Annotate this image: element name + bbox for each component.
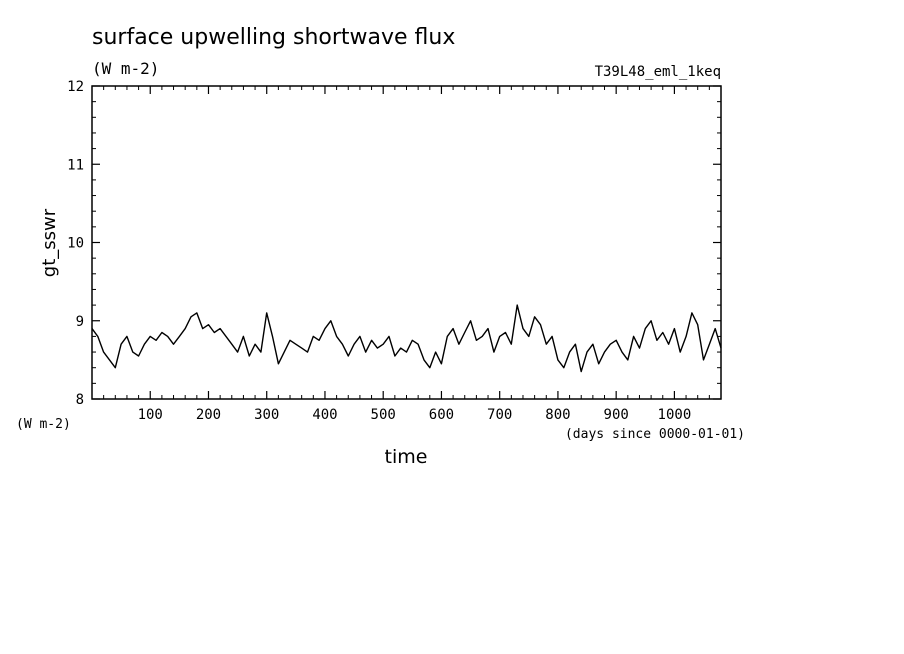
x-tick-label: 300 <box>254 407 279 423</box>
x-axis-label: time <box>385 446 428 468</box>
x-tick-label: 100 <box>138 407 163 423</box>
x-tick-label: 500 <box>371 407 396 423</box>
chart-title: surface upwelling shortwave flux <box>92 25 455 50</box>
x-tick-label: 600 <box>429 407 454 423</box>
y-tick-label: 11 <box>67 157 84 173</box>
x-tick-label: 700 <box>487 407 512 423</box>
x-axis-unit: (days since 0000-01-01) <box>565 427 745 442</box>
y-axis-label: gt_sswr <box>39 208 60 277</box>
y-tick-label: 8 <box>76 392 84 408</box>
x-minor-ticks <box>103 86 710 399</box>
y-minor-ticks <box>92 101 721 384</box>
series-line <box>91 304 722 373</box>
run-label: T39L48_eml_1keq <box>595 64 721 80</box>
y-axis-unit: (W m-2) <box>16 417 71 432</box>
y-axis: 8 9 10 11 12 <box>67 79 721 408</box>
x-tick-label: 800 <box>545 407 570 423</box>
x-tick-label: 400 <box>312 407 337 423</box>
x-tick-label: 900 <box>604 407 629 423</box>
x-axis: 100 200 300 400 500 600 700 800 900 1000 <box>138 86 692 423</box>
y-tick-label: 10 <box>67 236 84 252</box>
x-tick-label: 1000 <box>658 407 692 423</box>
chart-subtitle: (W m-2) <box>92 59 159 78</box>
x-tick-label: 200 <box>196 407 221 423</box>
y-tick-label: 12 <box>67 79 84 95</box>
y-tick-label: 9 <box>76 314 84 330</box>
